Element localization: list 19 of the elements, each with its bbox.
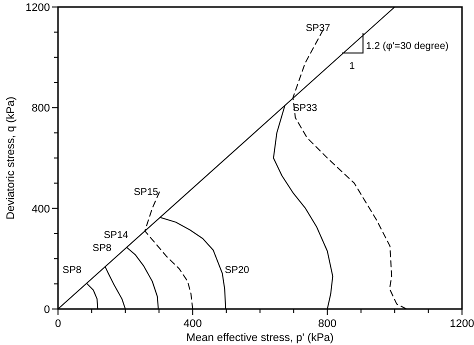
x-tick-label: 1200	[450, 318, 474, 330]
x-tick-label: 400	[183, 318, 202, 330]
y-tick-label: 400	[32, 203, 50, 216]
annotation: 1.2 (φ'=30 degree)	[366, 41, 449, 52]
annotation: 1	[349, 61, 356, 72]
x-tick-label: 0	[54, 318, 62, 330]
series-label: SP37	[306, 23, 331, 34]
series-label: SP14	[104, 230, 129, 241]
y-axis-title: Deviatoric stress, q (kPa)	[5, 96, 17, 220]
series-label: SP8	[62, 265, 82, 276]
series-label: SP33	[292, 103, 318, 114]
x-axis-title: Mean effective stress, p' (kPa)	[186, 332, 334, 344]
y-tick-label: 0	[44, 304, 50, 316]
series-label: SP15	[134, 187, 159, 198]
series-label: SP20	[224, 265, 250, 276]
y-tick-label: 1200	[26, 2, 50, 14]
x-tick-label: 800	[318, 318, 337, 330]
y-tick-label: 800	[32, 102, 50, 115]
series-label: SP8	[92, 243, 112, 254]
